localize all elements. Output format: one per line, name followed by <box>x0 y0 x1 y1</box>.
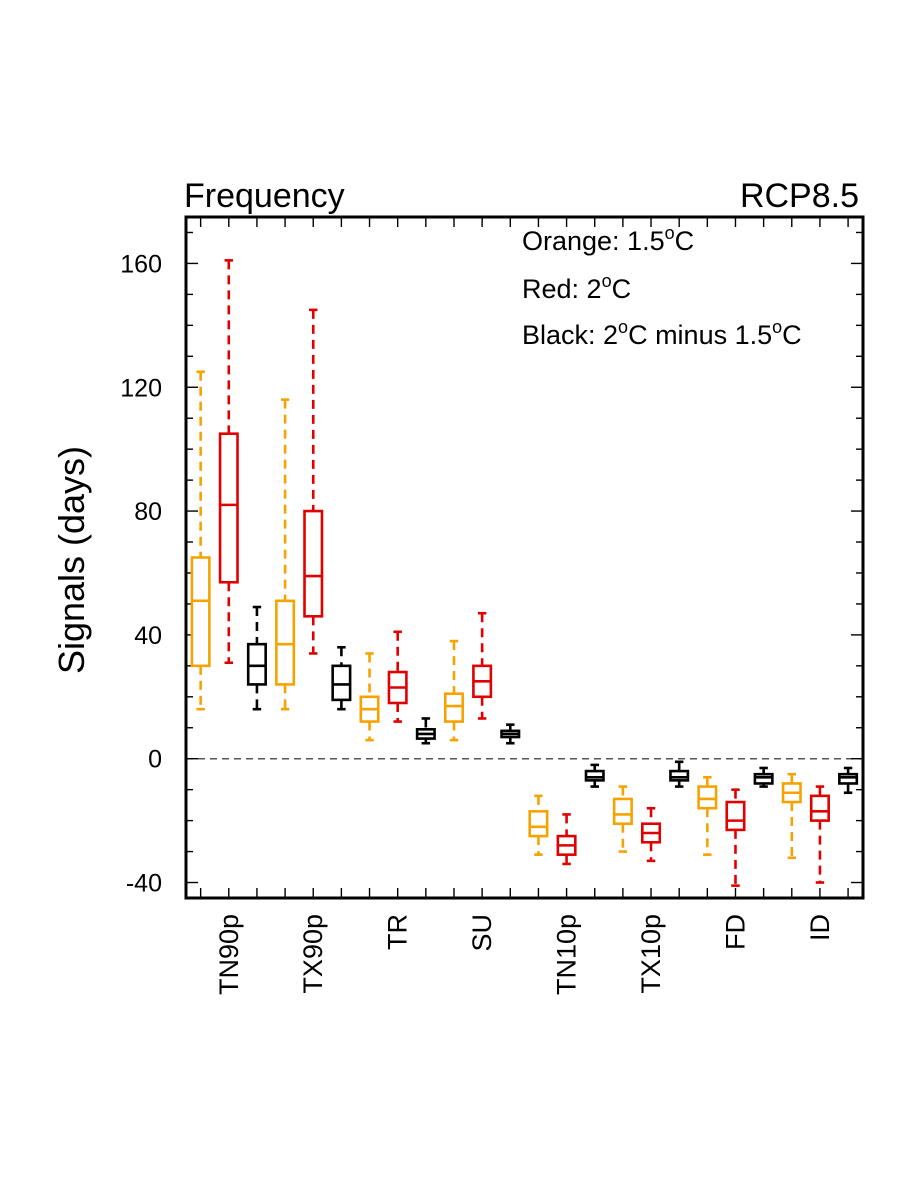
legend-black-sup: o <box>618 317 628 337</box>
legend-red-tail: C <box>612 274 632 304</box>
box-ID <box>781 772 802 860</box>
box-TN90p <box>246 605 267 711</box>
iqr-box <box>218 432 239 584</box>
legend-black-text: Black: 2 <box>522 320 618 350</box>
x-tick-label: FD <box>720 914 750 950</box>
legend-orange-text: Orange: 1.5 <box>522 226 665 256</box>
y-tick-labels: -40 0 40 80 120 160 <box>120 250 162 897</box>
legend-black-sup2: o <box>772 317 782 337</box>
box-SU <box>472 611 493 720</box>
box-SU <box>443 639 465 742</box>
x-tick-label: TN10p <box>552 914 582 995</box>
box-TR <box>387 630 408 723</box>
iqr-box <box>190 556 211 668</box>
legend-black-tail: C minus 1.5 <box>628 320 772 350</box>
box-FD <box>725 788 746 887</box>
box-TX90p <box>331 645 352 711</box>
plot-frame <box>184 215 865 900</box>
legend-entry-red: Red: 2oC <box>522 271 631 304</box>
iqr-box <box>725 800 746 832</box>
iqr-box <box>303 509 324 618</box>
legend-orange-sup: o <box>665 223 675 243</box>
box-ID <box>838 766 859 795</box>
box-TR <box>415 717 436 745</box>
y-tick-label: 0 <box>148 746 162 774</box>
legend-black-tail2: C <box>782 320 802 350</box>
box-SU <box>500 723 521 745</box>
legend: Orange: 1.5oC Red: 2oC Black: 2oC minus … <box>522 223 802 350</box>
x-tick-label: TR <box>383 914 413 950</box>
iqr-box <box>612 797 633 826</box>
chart-subtitle: RCP8.5 <box>740 177 859 215</box>
x-tick-label: SU <box>467 914 497 952</box>
legend-red-text: Red: 2 <box>522 274 602 304</box>
box-TN10p <box>528 794 549 856</box>
box-TX90p <box>303 308 324 655</box>
y-tick-label: 160 <box>120 250 162 278</box>
iqr-box <box>809 794 830 822</box>
iqr-box <box>584 769 605 782</box>
iqr-box <box>669 769 690 782</box>
legend-entry-orange: Orange: 1.5oC <box>522 223 694 256</box>
legend-red-sup: o <box>602 271 612 291</box>
box-series <box>190 259 859 887</box>
chart-title: Frequency <box>184 177 345 215</box>
iqr-box <box>275 599 296 686</box>
iqr-box <box>838 772 859 785</box>
iqr-box <box>528 810 549 838</box>
box-TN90p <box>218 259 239 665</box>
series-0 <box>190 370 802 860</box>
box-TX10p <box>612 785 633 853</box>
x-tick-label: TX90p <box>298 914 328 994</box>
legend-orange-tail: C <box>675 226 695 256</box>
y-axis-label: Signals (days) <box>51 446 92 674</box>
y-tick-label: 120 <box>120 374 162 402</box>
box-FD <box>697 775 718 856</box>
legend-entry-black: Black: 2oC minus 1.5oC <box>522 317 802 350</box>
x-tick-label: TN90p <box>214 914 244 995</box>
x-tick-label: ID <box>805 914 835 941</box>
box-TX90p <box>275 398 296 711</box>
box-ID <box>809 785 830 884</box>
series-2 <box>246 605 859 795</box>
series-1 <box>218 259 830 887</box>
iqr-box <box>246 642 267 686</box>
y-tick-label: 40 <box>134 622 162 650</box>
iqr-box <box>443 692 465 723</box>
iqr-box <box>697 785 718 810</box>
y-tick-label: -40 <box>126 870 162 898</box>
y-tick-label: 80 <box>134 498 162 526</box>
iqr-box <box>331 664 352 702</box>
iqr-box <box>753 772 774 785</box>
box-TX10p <box>641 806 662 863</box>
x-tick-label: TX10p <box>636 914 666 994</box>
box-TN10p <box>556 813 577 866</box>
box-TX10p <box>669 760 690 788</box>
box-TN10p <box>584 763 605 788</box>
box-TN90p <box>190 370 211 711</box>
box-TR <box>359 652 380 742</box>
x-tick-labels: TN90p TX90p TR SU TN10p TX10p FD ID <box>214 914 835 995</box>
box-FD <box>753 766 774 788</box>
